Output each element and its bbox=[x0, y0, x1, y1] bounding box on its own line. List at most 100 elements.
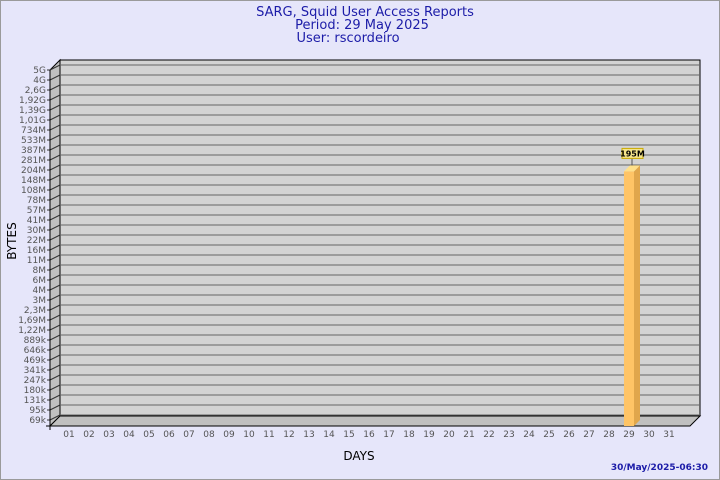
x-tick-label: 11 bbox=[263, 430, 274, 440]
gridline-side bbox=[49, 264, 61, 271]
x-tick-label: 29 bbox=[623, 430, 635, 440]
y-tick-label: 108M bbox=[21, 186, 46, 196]
gridline-side bbox=[49, 114, 61, 121]
y-tick-label: 469k bbox=[24, 356, 47, 366]
y-tick-label: 341k bbox=[24, 366, 47, 376]
chart-user: User: rscordeiro bbox=[296, 31, 399, 46]
y-tick-label: 8M bbox=[33, 266, 47, 276]
x-tick-label: 06 bbox=[163, 430, 175, 440]
x-tick-label: 20 bbox=[443, 430, 455, 440]
y-tick-label: 11M bbox=[27, 256, 46, 266]
gridline-side bbox=[49, 134, 61, 141]
x-tick-label: 19 bbox=[423, 430, 435, 440]
x-tick-label: 04 bbox=[123, 430, 135, 440]
y-tick-label: 204M bbox=[21, 166, 46, 176]
y-tick-label: 1,01G bbox=[19, 116, 46, 126]
timestamp: 30/May/2025-06:30 bbox=[611, 463, 708, 473]
gridline-side bbox=[49, 364, 61, 371]
gridline-side bbox=[49, 314, 61, 321]
y-tick-label: 3M bbox=[33, 296, 47, 306]
y-tick-label: 281M bbox=[21, 156, 46, 166]
x-tick-label: 31 bbox=[663, 430, 674, 440]
x-axis-label: DAYS bbox=[343, 449, 374, 463]
gridline-side bbox=[49, 104, 61, 111]
gridline-side bbox=[49, 254, 61, 261]
gridline-side bbox=[49, 374, 61, 381]
y-tick-label: 2,6G bbox=[25, 86, 46, 96]
gridline-side bbox=[49, 344, 61, 351]
plot-floor bbox=[48, 415, 702, 427]
gridline-side bbox=[49, 224, 61, 231]
gridline-side bbox=[49, 294, 61, 301]
gridline-side bbox=[49, 144, 61, 151]
x-tick-label: 18 bbox=[403, 430, 415, 440]
gridline-side bbox=[49, 334, 61, 341]
y-tick-label: 69k bbox=[29, 416, 46, 426]
gridline-side bbox=[49, 64, 61, 71]
x-tick-label: 05 bbox=[143, 430, 154, 440]
y-tick-label: 889k bbox=[24, 336, 47, 346]
y-tick-label: 387M bbox=[21, 146, 46, 156]
y-tick-label: 2,3M bbox=[24, 306, 46, 316]
chart-period: Period: 29 May 2025 bbox=[295, 18, 429, 33]
gridline-side bbox=[49, 354, 61, 361]
x-tick-label: 24 bbox=[523, 430, 535, 440]
data-label: 195M bbox=[620, 149, 645, 158]
gridline-side bbox=[49, 84, 61, 91]
x-tick-label: 14 bbox=[323, 430, 335, 440]
x-tick-label: 03 bbox=[103, 430, 114, 440]
y-tick-label: 1,92G bbox=[19, 96, 46, 106]
x-tick-label: 12 bbox=[283, 430, 294, 440]
y-tick-label: 22M bbox=[27, 236, 46, 246]
y-tick-label: 1,39G bbox=[19, 106, 46, 116]
y-tick-label: 30M bbox=[27, 226, 46, 236]
gridline-side bbox=[49, 234, 61, 241]
plot-side-wall bbox=[49, 58, 61, 428]
y-tick-label: 41M bbox=[27, 216, 46, 226]
bar-side-day-29 bbox=[634, 165, 640, 427]
chart-title: SARG, Squid User Access Reports bbox=[256, 5, 474, 20]
bar-top-day-29 bbox=[624, 165, 640, 172]
x-tick-label: 23 bbox=[503, 430, 514, 440]
y-tick-label: 16M bbox=[27, 246, 46, 256]
x-tick-label: 30 bbox=[643, 430, 655, 440]
gridline-side bbox=[49, 184, 61, 191]
x-tick-label: 26 bbox=[563, 430, 575, 440]
x-tick-label: 13 bbox=[303, 430, 314, 440]
gridline-side bbox=[49, 244, 61, 251]
x-tick-label: 01 bbox=[63, 430, 74, 440]
gridline-side bbox=[49, 274, 61, 281]
y-tick-label: 78M bbox=[27, 196, 46, 206]
y-tick-label: 1,22M bbox=[18, 326, 46, 336]
y-tick-label: 6M bbox=[33, 276, 47, 286]
gridline-side bbox=[49, 284, 61, 291]
y-tick-label: 131k bbox=[24, 396, 47, 406]
x-tick-label: 16 bbox=[363, 430, 375, 440]
x-tick-label: 09 bbox=[223, 430, 235, 440]
y-tick-label: 180k bbox=[24, 386, 47, 396]
gridline-side bbox=[49, 204, 61, 211]
x-tick-label: 15 bbox=[343, 430, 354, 440]
gridline-side bbox=[49, 384, 61, 391]
gridline-side bbox=[49, 154, 61, 161]
y-tick-label: 4G bbox=[33, 76, 46, 86]
x-tick-label: 10 bbox=[243, 430, 255, 440]
y-tick-label: 57M bbox=[27, 206, 46, 216]
gridline-side bbox=[49, 94, 61, 101]
gridline-side bbox=[49, 304, 61, 311]
gridline-side bbox=[49, 214, 61, 221]
y-axis-label: BYTES bbox=[5, 222, 19, 259]
y-tick-label: 148M bbox=[21, 176, 46, 186]
x-tick-label: 25 bbox=[543, 430, 554, 440]
gridline-side bbox=[49, 194, 61, 201]
data-label-box bbox=[621, 147, 644, 159]
y-tick-label: 533M bbox=[21, 136, 46, 146]
x-tick-label: 08 bbox=[203, 430, 215, 440]
gridline-side bbox=[49, 164, 61, 171]
plot-back-wall bbox=[59, 59, 701, 417]
x-tick-label: 28 bbox=[603, 430, 615, 440]
y-tick-label: 4M bbox=[33, 286, 47, 296]
x-tick-label: 07 bbox=[183, 430, 194, 440]
bar-day-29 bbox=[624, 171, 634, 426]
